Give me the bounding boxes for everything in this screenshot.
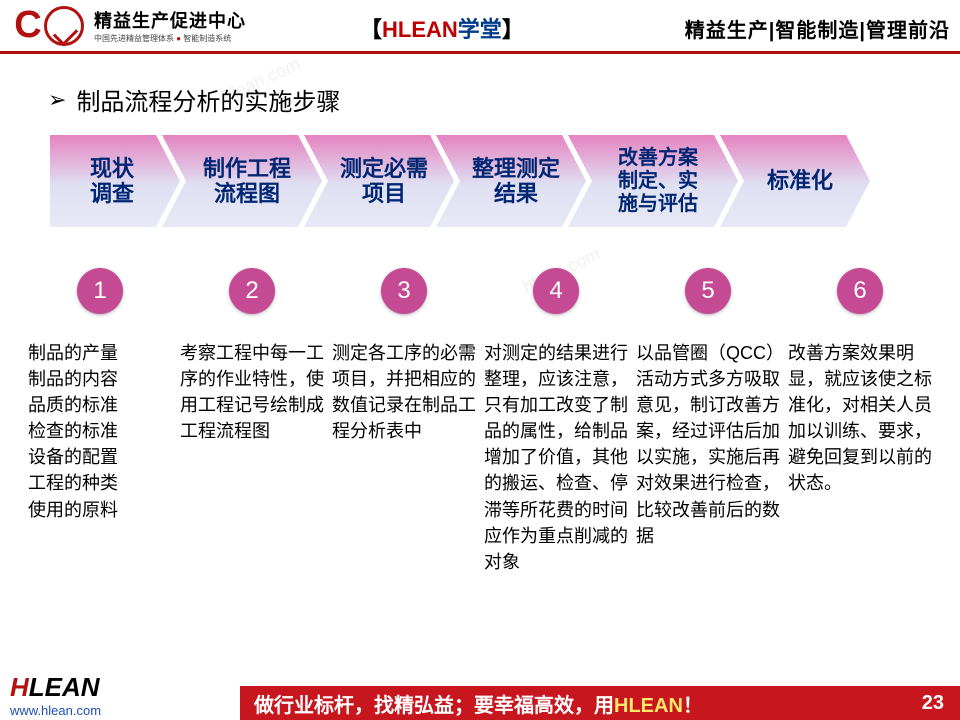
footer-brand: HLEAN: [10, 672, 101, 703]
step-badge: 3: [381, 268, 427, 314]
chevron-step: 制作工程 流程图: [162, 135, 322, 227]
step-badge: 2: [229, 268, 275, 314]
logo-block: C 精益生产促进中心 中国先进精益管理体系 ● 智能制造系统: [0, 4, 246, 48]
logo-text: 精益生产促进中心 中国先进精益管理体系 ● 智能制造系统: [94, 7, 246, 44]
chevron-step: 整理测定 结果: [436, 135, 586, 227]
footer-slogan: 做行业标杆，找精弘益；要幸福高效，用HLEAN！: [254, 689, 703, 718]
chevron-step: 改善方案 制定、实 施与评估: [568, 135, 738, 227]
chevron-step: 标准化: [720, 135, 870, 227]
step-badge: 1: [77, 268, 123, 314]
step-badge: 6: [837, 268, 883, 314]
detail-col: 1 制品的产量 制品的内容 品质的标准 检查的标准 设备的配置 工程的种类 使用…: [28, 268, 172, 575]
detail-col: 6 改善方案效果明显，就应该使之标准化，对相关人员加以训练、要求，避免回复到以前…: [788, 268, 932, 575]
detail-col: 2 考察工程中每一工序的作业特性，使用工程记号绘制成工程流程图: [180, 268, 324, 575]
page-number: 23: [922, 692, 944, 715]
footer-url: www.hlean.com: [10, 703, 101, 718]
step-desc: 以品管圈（QCC）活动方式多方吸取意见，制订改善方案，经过评估后加以实施，实施后…: [636, 340, 780, 549]
logo-sub: 中国先进精益管理体系 ● 智能制造系统: [94, 33, 246, 44]
title-text: 制品流程分析的实施步骤: [76, 82, 340, 117]
section-title: ➢ 制品流程分析的实施步骤: [48, 82, 960, 117]
chevron-step: 现状 调查: [50, 135, 180, 227]
detail-col: 5 以品管圈（QCC）活动方式多方吸取意见，制订改善方案，经过评估后加以实施，实…: [636, 268, 780, 575]
footer-left: HLEAN www.hlean.com: [10, 672, 101, 718]
step-desc: 改善方案效果明显，就应该使之标准化，对相关人员加以训练、要求，避免回复到以前的状…: [788, 340, 932, 497]
detail-col: 3 测定各工序的必需项目，并把相应的数值记录在制品工程分析表中: [332, 268, 476, 575]
triangle-icon: ➢: [48, 87, 66, 113]
step-desc: 对测定的结果进行整理，应该注意，只有加工改变了制品的属性，给制品增加了价值，其他…: [484, 340, 628, 575]
step-desc: 制品的产量 制品的内容 品质的标准 检查的标准 设备的配置 工程的种类 使用的原…: [28, 340, 172, 523]
logo-main: 精益生产促进中心: [94, 7, 246, 33]
step-desc: 测定各工序的必需项目，并把相应的数值记录在制品工程分析表中: [332, 340, 476, 444]
header-right: 精益生产|智能制造|管理前沿: [685, 14, 950, 43]
header-center: 【HLEAN学堂】: [360, 12, 524, 44]
chevron-flow: 现状 调查 制作工程 流程图 测定必需 项目 整理测定 结果 改善方案 制定、实…: [50, 135, 960, 227]
footer-bar: 做行业标杆，找精弘益；要幸福高效，用HLEAN！ 23: [240, 686, 960, 720]
footer: HLEAN www.hlean.com 做行业标杆，找精弘益；要幸福高效，用HL…: [0, 674, 960, 720]
step-badge: 4: [533, 268, 579, 314]
step-badge: 5: [685, 268, 731, 314]
chevron-step: 测定必需 项目: [304, 135, 454, 227]
step-desc: 考察工程中每一工序的作业特性，使用工程记号绘制成工程流程图: [180, 340, 324, 444]
header: C 精益生产促进中心 中国先进精益管理体系 ● 智能制造系统 【HLEAN学堂】…: [0, 0, 960, 54]
detail-columns: 1 制品的产量 制品的内容 品质的标准 检查的标准 设备的配置 工程的种类 使用…: [28, 268, 932, 575]
detail-col: 4 对测定的结果进行整理，应该注意，只有加工改变了制品的属性，给制品增加了价值，…: [484, 268, 628, 575]
logo-circle-icon: [44, 6, 84, 46]
